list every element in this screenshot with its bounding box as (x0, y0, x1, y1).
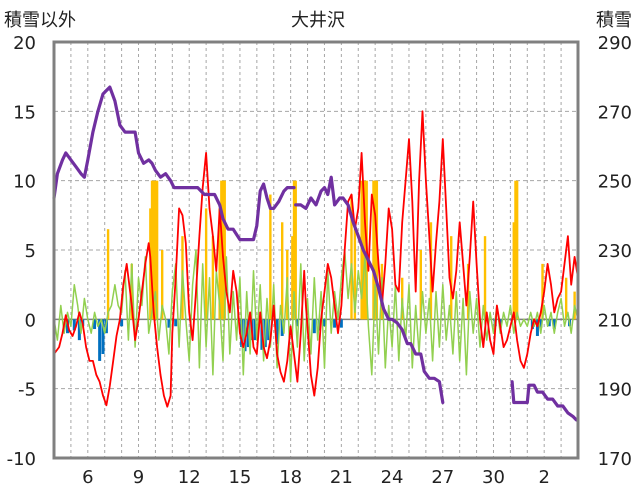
precip-bar (564, 277, 568, 320)
left-tick-label: 0 (25, 310, 36, 331)
precip-bar (350, 194, 353, 320)
right-tick-label: 210 (598, 310, 632, 331)
negative-bar (552, 319, 556, 330)
x-tick-label: 27 (431, 467, 454, 488)
series-temperature (53, 110, 579, 408)
precip-bar (512, 222, 515, 320)
negative-bar (312, 319, 316, 334)
x-tick-label: 12 (178, 467, 201, 488)
precip-bar (269, 194, 272, 320)
right-tick-label: 250 (598, 172, 632, 193)
negative-bar (275, 319, 279, 345)
precip-bar (373, 180, 377, 320)
precip-bar (372, 180, 375, 320)
precip-bar (292, 180, 296, 320)
precip-bar (294, 180, 297, 320)
x-tick-label: 6 (82, 467, 93, 488)
precip-bar (106, 229, 110, 320)
left-axis-label: 積雪以外 (4, 10, 76, 31)
negative-bar (535, 319, 539, 336)
negative-bar (98, 319, 102, 361)
precip-bar (280, 222, 284, 320)
precip-bar (204, 208, 208, 320)
left-tick-label: -5 (18, 380, 36, 401)
precip-bar (291, 236, 294, 320)
x-tick-label: 18 (279, 467, 302, 488)
x-tick-label: 24 (381, 467, 404, 488)
right-tick-label: 230 (598, 241, 632, 262)
x-axis-ticks: 6 9 12 15 18 21 24 27 30 2 (82, 467, 550, 488)
negative-bar (322, 319, 326, 327)
precip-bar (218, 208, 221, 320)
precip-bar (450, 236, 453, 320)
negative-bar (174, 319, 178, 327)
x-tick-label: 30 (482, 467, 505, 488)
negative-bar (77, 319, 81, 341)
series-snow-depth (52, 85, 578, 422)
precip-bar (154, 180, 157, 320)
right-tick-label: 270 (598, 102, 632, 123)
x-tick-label: 2 (538, 467, 549, 488)
precip-bar (353, 229, 357, 320)
negative-bar (295, 319, 299, 327)
series-lines (52, 85, 579, 422)
precip-bar (419, 250, 422, 320)
precip-bar (160, 250, 164, 320)
precip-bar (152, 180, 155, 320)
right-axis-label: 積雪 (596, 10, 632, 31)
left-tick-label: 20 (13, 33, 36, 54)
precip-bar (220, 180, 223, 320)
right-axis-ticks: 170 190 210 230 250 270 290 (598, 33, 632, 470)
left-tick-label: 10 (13, 172, 36, 193)
left-tick-label: 5 (25, 241, 36, 262)
precip-bar (155, 180, 159, 320)
precip-bar (514, 180, 517, 320)
negative-bar (547, 319, 551, 327)
negative-bar (101, 319, 105, 354)
negative-bar (93, 319, 97, 330)
precip-bar (541, 263, 544, 320)
left-tick-label: -10 (7, 449, 36, 470)
precip-bar (515, 180, 519, 320)
right-tick-label: 170 (598, 449, 632, 470)
negative-bar (253, 319, 257, 341)
negative-bar (339, 319, 343, 328)
right-tick-label: 190 (598, 380, 632, 401)
left-tick-label: 15 (13, 102, 36, 123)
precip-bar (223, 180, 226, 320)
negative-bar (539, 319, 543, 328)
right-tick-label: 290 (598, 33, 632, 54)
precip-bar (130, 263, 133, 320)
x-tick-label: 15 (228, 467, 251, 488)
precip-bar (483, 236, 487, 320)
x-tick-label: 9 (133, 467, 144, 488)
precip-bar (211, 236, 215, 320)
chart-title: 大井沢 (291, 10, 345, 31)
negative-bar (333, 319, 337, 328)
negative-bar (280, 319, 284, 336)
x-tick-label: 21 (330, 467, 353, 488)
grid-horizontal (54, 41, 578, 459)
negative-bar (167, 319, 171, 328)
plot-frame (52, 40, 580, 460)
precip-bar (150, 180, 154, 320)
negative-bar (120, 319, 124, 327)
negative-bar (72, 319, 76, 331)
left-axis-ticks: -10 -5 0 5 10 15 20 (7, 33, 36, 470)
